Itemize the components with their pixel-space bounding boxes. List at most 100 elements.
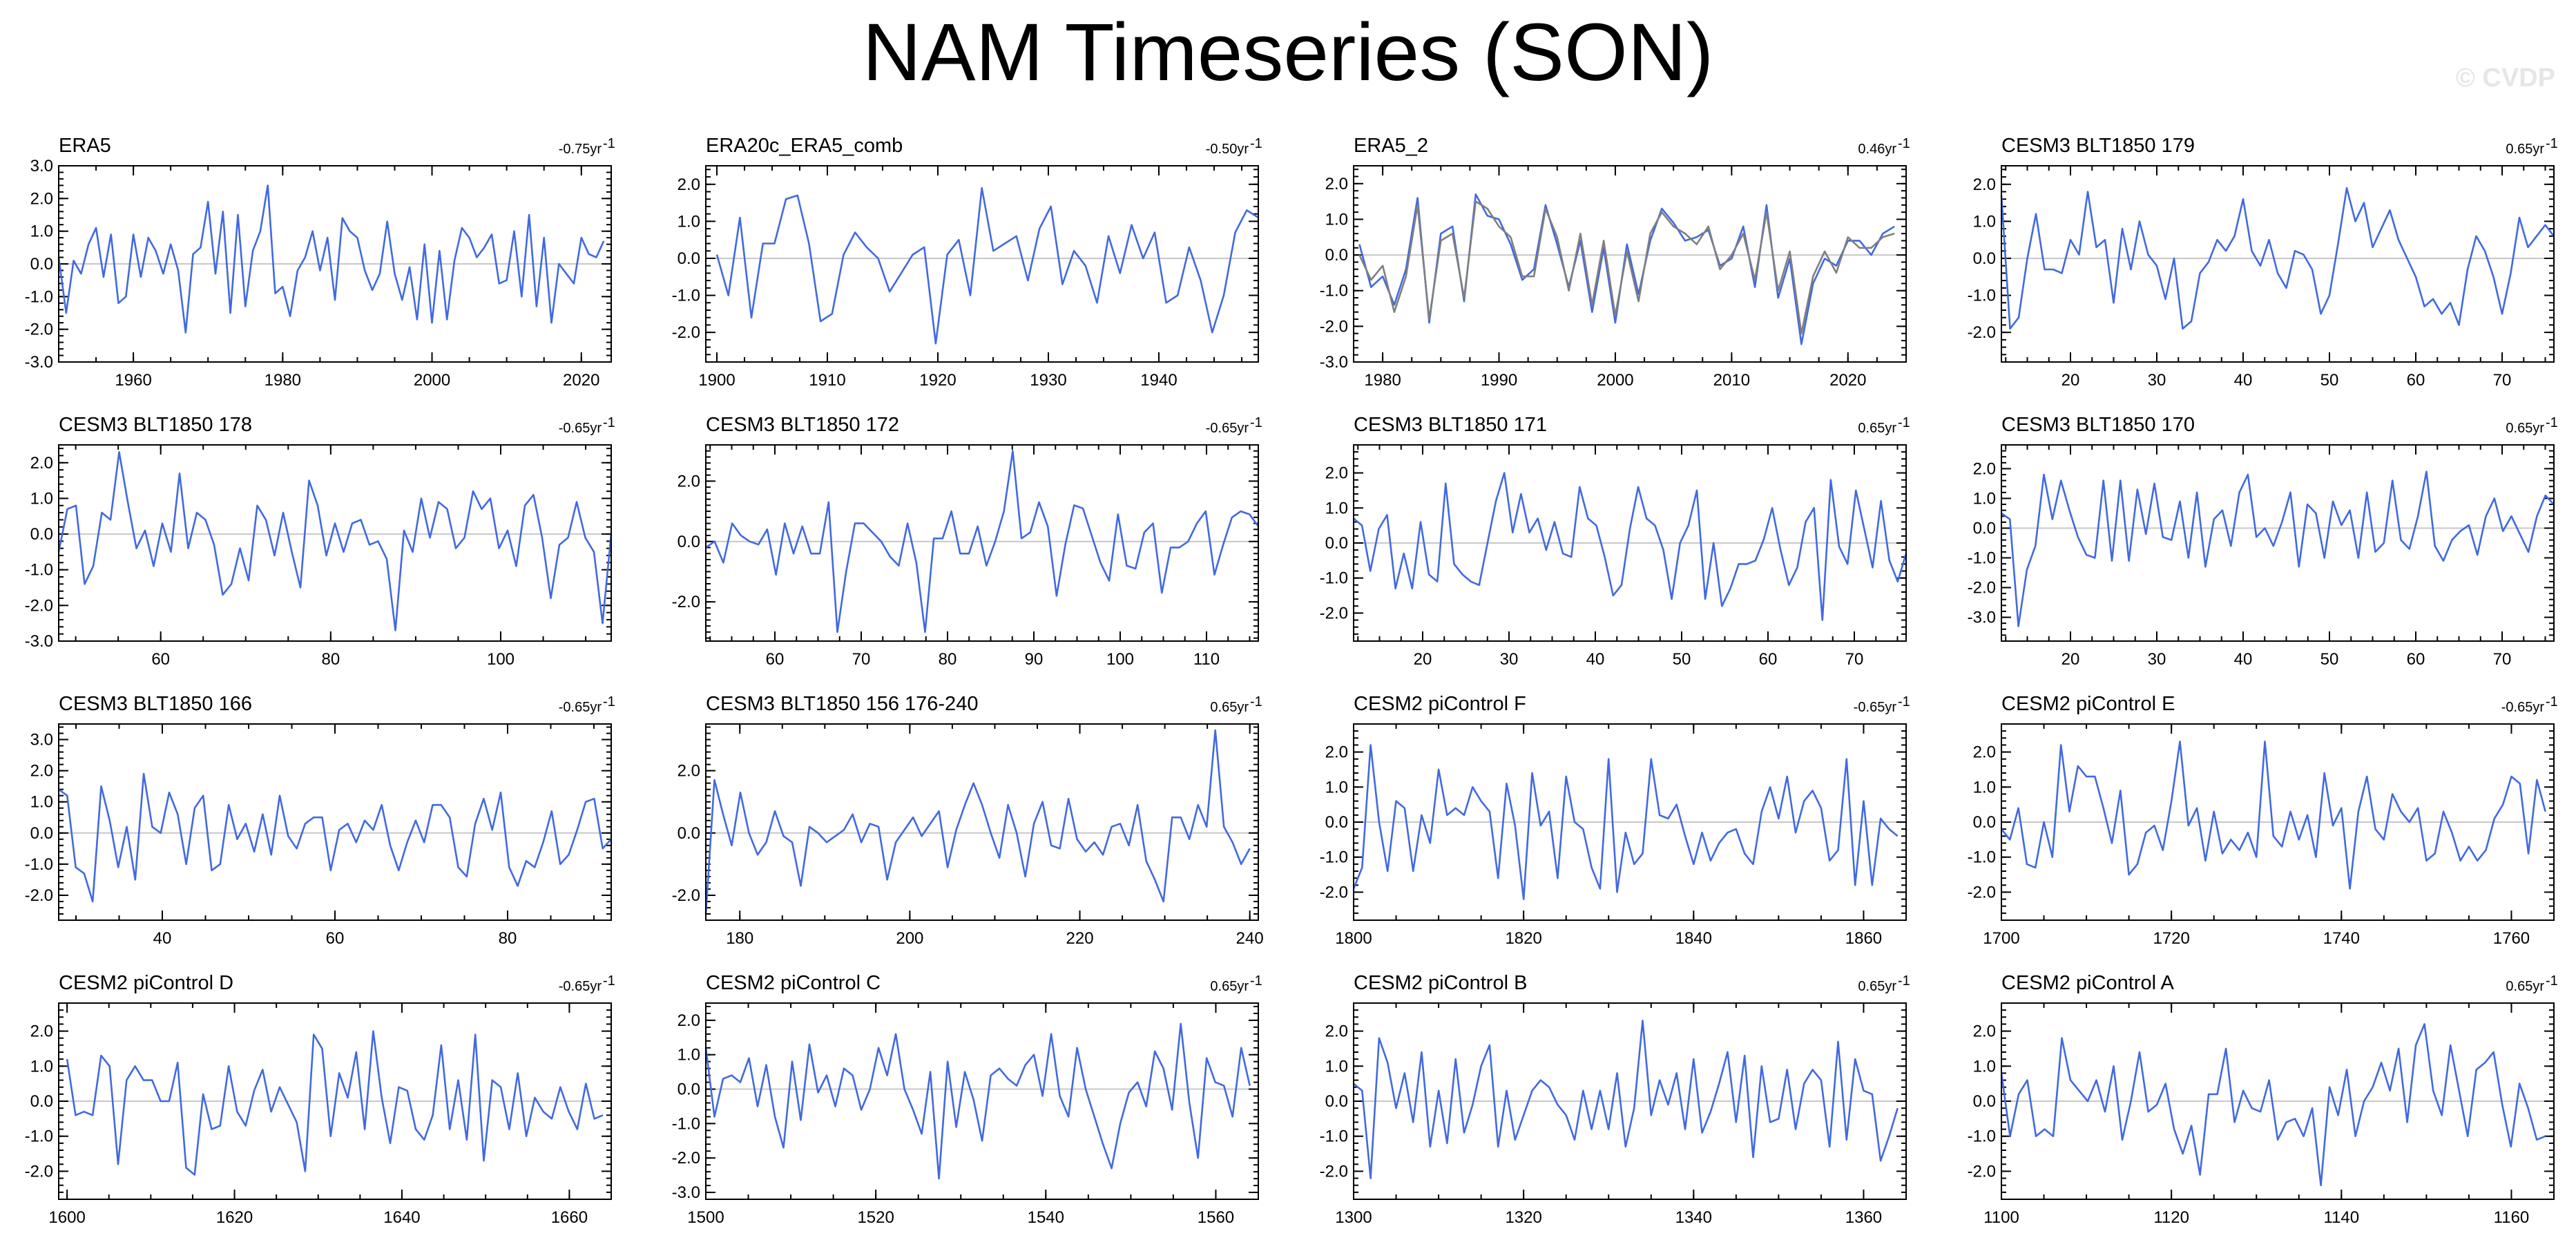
x-tick-label: 1960 bbox=[115, 371, 151, 390]
x-tick-label: 1900 bbox=[698, 371, 735, 390]
y-tick-label: -1.0 bbox=[1968, 1127, 1996, 1146]
panel-8: CESM3 BLT1850 166 -0.65yr -1 -2.0 -1.0 0.0 1.0… bbox=[25, 693, 615, 948]
x-tick-label: 2020 bbox=[563, 371, 599, 390]
x-tick-label: 1600 bbox=[48, 1208, 85, 1227]
series-line-0 bbox=[1358, 193, 1895, 345]
x-tick-label: 1100 bbox=[1983, 1208, 2019, 1227]
plot-frame bbox=[2001, 723, 2555, 921]
trend-exponent: -1 bbox=[603, 136, 615, 151]
x-tick-label: 1980 bbox=[1364, 371, 1401, 390]
y-tick-label: 3.0 bbox=[30, 731, 53, 750]
series-line-0 bbox=[57, 450, 613, 631]
series-line-0 bbox=[2000, 741, 2546, 890]
x-tick-label: 1320 bbox=[1505, 1208, 1541, 1227]
x-tick-label: 100 bbox=[487, 650, 515, 669]
panel-title: CESM2 piControl D bbox=[59, 972, 233, 994]
series-line-0 bbox=[704, 1022, 1251, 1180]
trend-label: 0.65yr bbox=[2506, 421, 2544, 436]
x-tick-label: 60 bbox=[326, 929, 345, 948]
y-tick-label: 0.0 bbox=[30, 525, 53, 544]
plot-frame bbox=[2001, 1002, 2555, 1200]
series-line-0 bbox=[66, 1030, 604, 1176]
x-tick-label: 30 bbox=[2148, 371, 2166, 390]
y-tick-label: 0.0 bbox=[30, 824, 53, 843]
y-tick-label: 2.0 bbox=[30, 1022, 53, 1041]
trend-exponent: -1 bbox=[1898, 136, 1910, 151]
y-tick-label: -1.0 bbox=[25, 1127, 53, 1146]
plot-frame bbox=[1353, 723, 1907, 921]
trend-label: 0.65yr bbox=[1858, 421, 1896, 436]
x-tick-label: 50 bbox=[2320, 371, 2339, 390]
series-line-0 bbox=[705, 450, 1260, 633]
y-tick-label: -1.0 bbox=[1320, 282, 1348, 301]
series-line-0 bbox=[58, 772, 612, 903]
y-tick-label: 0.0 bbox=[677, 1080, 700, 1099]
x-tick-label: 20 bbox=[1414, 650, 1432, 669]
trend-exponent: -1 bbox=[2546, 136, 2558, 151]
x-tick-label: 200 bbox=[896, 929, 923, 948]
plot-frame bbox=[1353, 1002, 1907, 1200]
panel-1: ERA20c_ERA5_comb -0.50yr -1 -2.0 -1.0 0.0 1.0 2… bbox=[672, 135, 1262, 390]
x-tick-label: 70 bbox=[2493, 650, 2512, 669]
y-tick-label: 2.0 bbox=[677, 175, 700, 194]
plot-frame bbox=[705, 165, 1259, 363]
panel-14: CESM2 piControl B 0.65yr -1 -2.0 -1.0 0.0 1.0 2… bbox=[1320, 972, 1910, 1227]
panel-5: CESM3 BLT1850 172 -0.65yr -1 -2.0 0.0 2.0 60 70… bbox=[672, 414, 1262, 669]
y-tick-label: -1.0 bbox=[672, 1114, 700, 1133]
y-tick-label: 1.0 bbox=[677, 1046, 700, 1065]
y-tick-label: -1.0 bbox=[1320, 569, 1348, 588]
y-tick-label: 1.0 bbox=[1325, 1057, 1348, 1076]
trend-label: 0.65yr bbox=[1858, 979, 1896, 994]
series-line-0 bbox=[1353, 472, 1907, 621]
trend-label: 0.65yr bbox=[1210, 700, 1249, 715]
trend-exponent: -1 bbox=[2546, 973, 2558, 989]
x-tick-label: 1640 bbox=[383, 1208, 420, 1227]
plot-frame bbox=[58, 444, 612, 642]
y-tick-label: -3.0 bbox=[25, 632, 53, 651]
y-tick-label: 0.0 bbox=[1973, 249, 1996, 268]
x-tick-label: 20 bbox=[2061, 371, 2080, 390]
trend-exponent: -1 bbox=[1898, 415, 1910, 430]
y-tick-label: -2.0 bbox=[1968, 883, 1996, 902]
y-tick-label: -2.0 bbox=[672, 886, 700, 905]
panel-title: CESM3 BLT1850 178 bbox=[59, 414, 252, 436]
x-tick-label: 1800 bbox=[1335, 929, 1372, 948]
y-tick-label: 1.0 bbox=[1973, 778, 1996, 797]
trend-exponent: -1 bbox=[1250, 973, 1262, 989]
x-tick-label: 1560 bbox=[1198, 1208, 1234, 1227]
series-line-0 bbox=[2000, 1023, 2546, 1186]
y-tick-label: 2.0 bbox=[1325, 743, 1348, 762]
y-tick-label: 1.0 bbox=[1325, 210, 1348, 229]
y-tick-label: 1.0 bbox=[1325, 778, 1348, 797]
x-tick-label: 180 bbox=[726, 929, 753, 948]
trend-exponent: -1 bbox=[1898, 973, 1910, 989]
trend-label: -0.50yr bbox=[1206, 142, 1249, 157]
series-line-0 bbox=[57, 184, 605, 334]
x-tick-label: 70 bbox=[852, 650, 871, 669]
panel-title: CESM3 BLT1850 156 176-240 bbox=[706, 693, 978, 715]
y-tick-label: 0.0 bbox=[677, 533, 700, 551]
x-tick-label: 1860 bbox=[1845, 929, 1882, 948]
x-tick-label: 40 bbox=[1586, 650, 1605, 669]
panel-13: CESM2 piControl C 0.65yr -1 -3.0 -2.0 -1.0 0.0… bbox=[672, 972, 1262, 1227]
y-tick-label: -2.0 bbox=[1320, 317, 1348, 336]
y-tick-label: 2.0 bbox=[30, 454, 53, 473]
trend-label: 0.65yr bbox=[2506, 142, 2544, 157]
plot-frame bbox=[705, 723, 1259, 921]
panel-title: ERA5_2 bbox=[1354, 135, 1428, 157]
y-tick-label: -2.0 bbox=[1320, 1162, 1348, 1181]
x-tick-label: 1980 bbox=[265, 371, 301, 390]
y-tick-label: -1.0 bbox=[25, 287, 53, 306]
panel-title: CESM2 piControl A bbox=[2001, 972, 2174, 994]
trend-exponent: -1 bbox=[1250, 694, 1262, 709]
trend-exponent: -1 bbox=[603, 415, 615, 430]
x-tick-label: 2000 bbox=[1597, 371, 1633, 390]
x-tick-label: 1700 bbox=[1983, 929, 2019, 948]
x-tick-label: 110 bbox=[1193, 650, 1220, 669]
y-tick-label: 1.0 bbox=[30, 1057, 53, 1076]
y-tick-label: -2.0 bbox=[25, 886, 53, 905]
y-tick-label: -1.0 bbox=[25, 855, 53, 874]
x-tick-label: 1740 bbox=[2323, 929, 2360, 948]
y-tick-label: -1.0 bbox=[25, 561, 53, 580]
